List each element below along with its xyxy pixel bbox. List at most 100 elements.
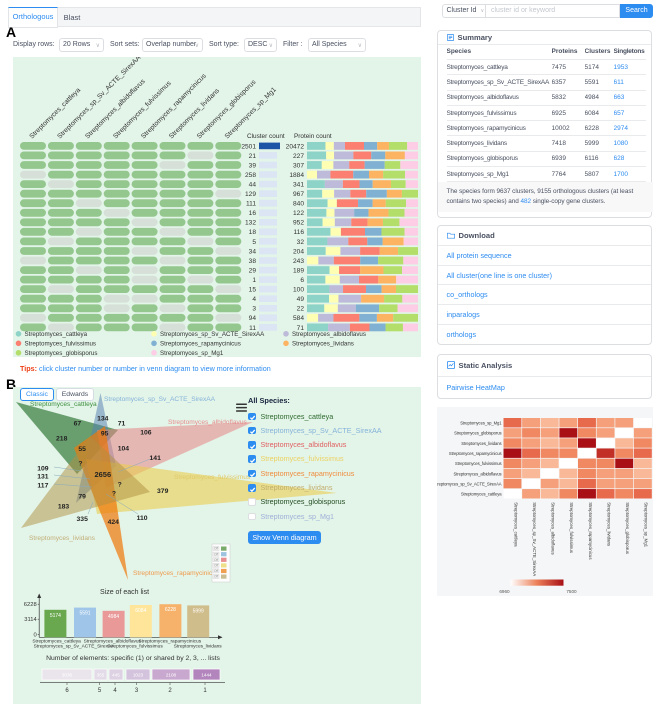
svg-text:Streptomyces_albidoflavus: Streptomyces_albidoflavus (550, 502, 555, 555)
svg-text:4: 4 (113, 688, 117, 694)
svg-text:Streptomyces_globisporus: Streptomyces_globisporus (454, 430, 501, 435)
svg-text:Off: Off (214, 558, 218, 562)
svg-text:116: 116 (293, 229, 304, 236)
svg-text:38: 38 (249, 258, 257, 265)
svg-text:Streptomyces_fulvissimus: Streptomyces_fulvissimus (107, 644, 163, 650)
svg-text:106: 106 (140, 429, 152, 436)
svg-text:22: 22 (297, 306, 305, 313)
svg-text:16: 16 (249, 210, 257, 217)
svg-text:3114: 3114 (24, 617, 37, 623)
svg-text:100: 100 (293, 287, 304, 294)
svg-text:44: 44 (249, 182, 257, 189)
svg-text:183: 183 (58, 503, 70, 510)
svg-text:1444: 1444 (201, 673, 212, 678)
svg-text:Streptomyces_cattleya: Streptomyces_cattleya (32, 639, 81, 645)
svg-text:Size of each list: Size of each list (100, 589, 149, 596)
svg-text:952: 952 (293, 220, 304, 227)
svg-text:111: 111 (246, 201, 256, 208)
svg-text:4: 4 (252, 296, 256, 303)
svg-text:5591: 5591 (79, 611, 90, 617)
svg-text:21: 21 (249, 153, 257, 160)
svg-text:29: 29 (249, 268, 257, 275)
svg-text:32: 32 (297, 239, 305, 246)
svg-text:Streptomyces_albidoflavus: Streptomyces_albidoflavus (168, 419, 248, 426)
svg-text:Streptomyces_globisporus: Streptomyces_globisporus (25, 350, 98, 357)
svg-text:2501: 2501 (241, 143, 256, 150)
svg-text:1: 1 (203, 688, 207, 694)
svg-text:1: 1 (252, 277, 256, 284)
svg-text:2656: 2656 (94, 470, 111, 479)
svg-text:Number of elements: specific (: Number of elements: specific (1) or shar… (46, 655, 220, 662)
svg-text:Streptomyces_cattleya: Streptomyces_cattleya (30, 401, 97, 408)
svg-text:Streptomyces_lividans: Streptomyces_lividans (29, 535, 96, 542)
svg-text:3036: 3036 (62, 673, 73, 678)
svg-text:15: 15 (249, 287, 257, 294)
svg-text:Streptomyces_fulvissimus: Streptomyces_fulvissimus (174, 474, 251, 481)
svg-text:67: 67 (74, 420, 82, 427)
svg-text:132: 132 (245, 220, 256, 227)
svg-text:243: 243 (293, 258, 304, 265)
svg-text:307: 307 (293, 162, 304, 169)
svg-text:?: ? (118, 481, 122, 488)
svg-text:840: 840 (293, 201, 304, 208)
svg-text:109: 109 (37, 465, 49, 472)
svg-text:5: 5 (98, 688, 102, 694)
svg-text:94: 94 (249, 315, 257, 322)
svg-text:Cluster count: Cluster count (247, 133, 285, 140)
svg-text:227: 227 (293, 153, 304, 160)
svg-text:Streptomyces_cattleya: Streptomyces_cattleya (513, 502, 518, 547)
svg-text:Streptomyces_fulvissimus: Streptomyces_fulvissimus (25, 340, 97, 347)
svg-text:189: 189 (293, 268, 304, 275)
svg-text:584: 584 (293, 315, 304, 322)
svg-text:122: 122 (293, 210, 304, 217)
svg-text:129: 129 (245, 191, 256, 198)
svg-text:110: 110 (137, 515, 148, 522)
svg-text:7500: 7500 (566, 589, 577, 594)
svg-text:4984: 4984 (108, 614, 119, 620)
svg-text:Streptomyces_albidoflavus: Streptomyces_albidoflavus (292, 331, 366, 338)
svg-text:424: 424 (108, 519, 120, 526)
svg-text:Protein count: Protein count (294, 133, 332, 140)
svg-text:Streptomyces_albidoflavus: Streptomyces_albidoflavus (453, 471, 501, 476)
svg-text:379: 379 (157, 488, 169, 495)
svg-text:11: 11 (249, 325, 256, 332)
svg-text:Off: Off (214, 564, 218, 568)
svg-text:79: 79 (78, 493, 86, 500)
svg-text:Off: Off (214, 552, 218, 556)
svg-text:Streptomyces_lividans: Streptomyces_lividans (461, 440, 501, 445)
svg-text:258: 258 (245, 172, 256, 179)
svg-text:Streptomyces_lividans: Streptomyces_lividans (606, 502, 611, 547)
svg-text:341: 341 (293, 182, 304, 189)
svg-text:Off: Off (214, 575, 218, 579)
svg-text:1023: 1023 (133, 673, 144, 678)
svg-text:0: 0 (33, 633, 36, 639)
svg-text:Streptomyces_rapamycinicus: Streptomyces_rapamycinicus (587, 502, 592, 560)
svg-text:134: 134 (97, 415, 109, 422)
svg-text:6: 6 (300, 277, 304, 284)
svg-text:Streptomyces_fulvissimus: Streptomyces_fulvissimus (455, 461, 501, 466)
svg-text:Streptomyces_rapamycinicus: Streptomyces_rapamycinicus (160, 340, 241, 347)
svg-text:Streptomyces_fulvissimus: Streptomyces_fulvissimus (569, 502, 574, 554)
svg-text:204: 204 (293, 248, 304, 255)
svg-text:Streptomyces_sp_Sv_ACTE_SirexA: Streptomyces_sp_Sv_ACTE_SirexAA (531, 502, 536, 576)
svg-text:6228: 6228 (165, 607, 176, 613)
svg-text:2: 2 (168, 688, 172, 694)
svg-text:355: 355 (97, 673, 105, 678)
svg-text:Streptomyces_sp_Mg1: Streptomyces_sp_Mg1 (643, 502, 648, 547)
svg-text:Streptomyces_sp_Sv_ACTE_SirexA: Streptomyces_sp_Sv_ACTE_SirexAA (437, 481, 502, 486)
svg-text:39: 39 (249, 162, 257, 169)
svg-text:5174: 5174 (50, 613, 61, 619)
svg-text:Streptomyces_sp_Mg1: Streptomyces_sp_Mg1 (460, 420, 502, 425)
svg-text:Off: Off (214, 569, 218, 573)
svg-text:Streptomyces_sp_Mg1: Streptomyces_sp_Mg1 (160, 350, 224, 357)
svg-text:218: 218 (56, 435, 68, 442)
svg-text:445: 445 (112, 673, 120, 678)
svg-text:967: 967 (293, 191, 304, 198)
svg-text:Streptomyces_lividans: Streptomyces_lividans (292, 340, 354, 347)
svg-text:Streptomyces_sp_Sv_ACTE_SirexA: Streptomyces_sp_Sv_ACTE_SirexAA (160, 331, 265, 338)
svg-text:5: 5 (252, 239, 256, 246)
svg-text:95: 95 (101, 430, 109, 437)
svg-text:Streptomyces_cattleya: Streptomyces_cattleya (460, 491, 501, 496)
svg-text:6228: 6228 (24, 602, 37, 608)
svg-text:71: 71 (297, 325, 305, 332)
